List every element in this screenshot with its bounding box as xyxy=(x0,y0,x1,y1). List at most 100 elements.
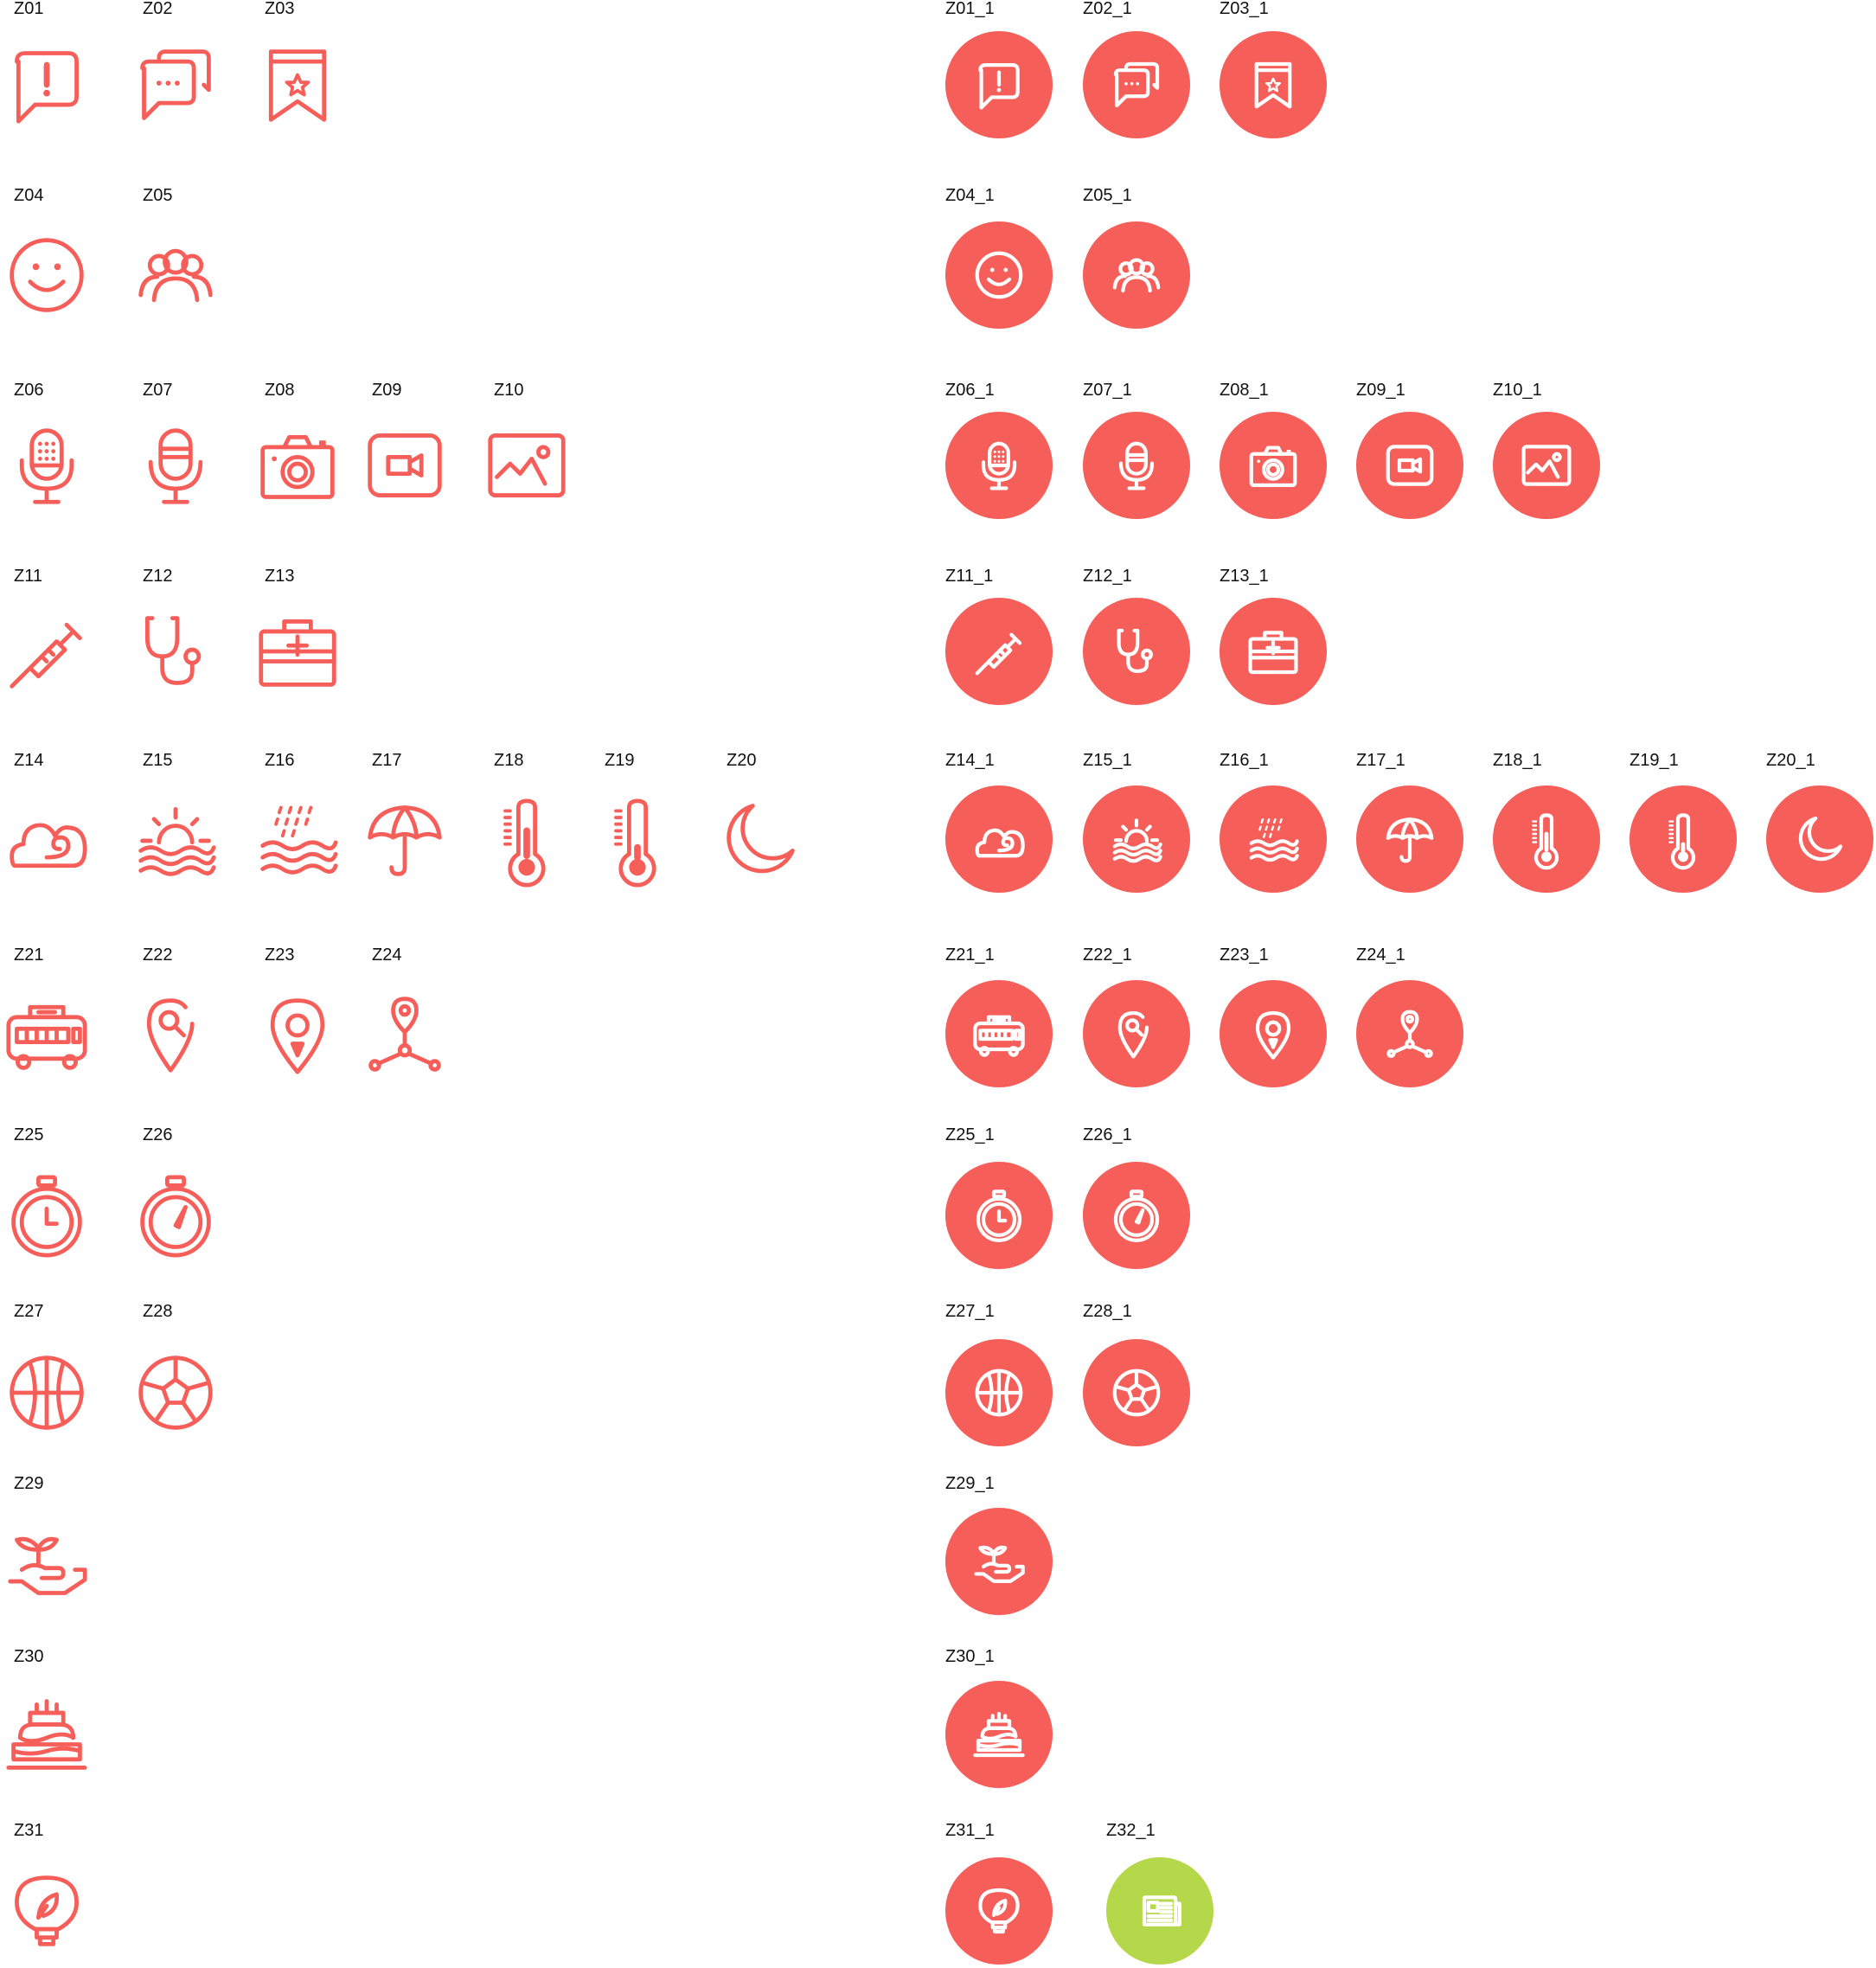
icon-label: Z05_1 xyxy=(1083,186,1132,205)
stopwatch-clock-icon xyxy=(11,1175,82,1258)
icon-label: Z31 xyxy=(14,1821,44,1840)
location-network-icon xyxy=(368,997,441,1072)
icon-label: Z17_1 xyxy=(1356,751,1405,770)
icon-label: Z15_1 xyxy=(1083,751,1132,770)
icon-label: Z18_1 xyxy=(1493,751,1542,770)
icon-label: Z29_1 xyxy=(945,1474,995,1493)
location-pin-icon xyxy=(270,998,325,1074)
rain-waves-icon xyxy=(260,805,338,875)
icon-label: Z21_1 xyxy=(945,946,995,965)
user-group-icon xyxy=(1082,221,1191,330)
first-aid-kit-icon xyxy=(259,619,336,687)
basketball-icon xyxy=(10,1356,84,1430)
icon-label: Z04_1 xyxy=(945,186,995,205)
icon-label: Z27_1 xyxy=(945,1302,995,1321)
eco-bulb-icon xyxy=(944,1856,1053,1965)
location-pin-icon xyxy=(1219,979,1328,1088)
icon-label: Z11_1 xyxy=(945,567,994,586)
syringe-icon xyxy=(944,597,1053,706)
icon-label: Z10 xyxy=(494,381,524,400)
icon-label: Z02 xyxy=(143,0,173,18)
soccer-ball-icon xyxy=(1082,1338,1191,1447)
icon-label: Z23 xyxy=(265,946,295,965)
sunrise-waves-icon xyxy=(138,807,216,876)
crescent-moon-icon xyxy=(727,804,795,874)
icon-label: Z20 xyxy=(727,751,757,770)
stethoscope-icon xyxy=(144,616,202,685)
icon-label: Z11 xyxy=(14,567,42,586)
bookmark-star-icon xyxy=(1219,30,1328,139)
thermometer-high-icon xyxy=(1492,785,1601,894)
umbrella-icon xyxy=(1355,785,1464,894)
location-network-icon xyxy=(1355,979,1464,1088)
smiley-face-icon xyxy=(944,221,1053,330)
icon-label: Z14 xyxy=(14,751,44,770)
umbrella-icon xyxy=(368,805,442,876)
icon-label: Z13_1 xyxy=(1220,567,1269,586)
bookmark-star-icon xyxy=(268,49,327,122)
chat-bubbles-icon xyxy=(140,49,211,120)
icon-label: Z10_1 xyxy=(1493,381,1542,400)
icon-label: Z19_1 xyxy=(1629,751,1679,770)
icon-label: Z04 xyxy=(14,186,44,205)
icon-label: Z09 xyxy=(372,381,402,400)
icon-label: Z22 xyxy=(143,946,173,965)
icon-label: Z14_1 xyxy=(945,751,995,770)
icon-label: Z06 xyxy=(14,381,44,400)
smiley-face-icon xyxy=(10,238,84,312)
wind-cloud-icon xyxy=(10,823,87,869)
icon-label: Z16_1 xyxy=(1220,751,1269,770)
icon-label: Z26 xyxy=(143,1125,173,1144)
camera-icon xyxy=(260,434,335,499)
basketball-icon xyxy=(944,1338,1053,1447)
picture-icon xyxy=(488,433,566,497)
icon-label: Z09_1 xyxy=(1356,381,1405,400)
icon-label: Z02_1 xyxy=(1083,0,1132,18)
icon-label: Z20_1 xyxy=(1766,751,1815,770)
icon-label: Z05 xyxy=(143,186,173,205)
icon-label: Z22_1 xyxy=(1083,946,1132,965)
microphone-icon xyxy=(1082,411,1191,520)
camera-icon xyxy=(1219,411,1328,520)
icon-label: Z01 xyxy=(14,0,44,18)
icon-label: Z26_1 xyxy=(1083,1125,1132,1144)
icon-label: Z30_1 xyxy=(945,1647,995,1666)
icon-label: Z27 xyxy=(14,1302,44,1321)
location-search-icon xyxy=(1082,979,1191,1088)
icon-label: Z19 xyxy=(605,751,635,770)
location-search-icon xyxy=(146,998,195,1073)
icon-label: Z17 xyxy=(372,751,402,770)
hand-sprout-icon xyxy=(944,1507,1053,1616)
hand-sprout-icon xyxy=(8,1536,87,1595)
icon-label: Z07 xyxy=(143,381,173,400)
sunrise-waves-icon xyxy=(1082,785,1191,894)
alert-speech-bubble-icon xyxy=(15,51,79,124)
icon-label: Z18 xyxy=(494,751,524,770)
icon-label: Z31_1 xyxy=(945,1821,995,1840)
icon-label: Z12_1 xyxy=(1083,567,1132,586)
first-aid-kit-icon xyxy=(1219,597,1328,706)
crescent-moon-icon xyxy=(1765,785,1874,894)
icon-label: Z15 xyxy=(143,751,173,770)
microphone-icon xyxy=(148,428,203,504)
icon-label: Z06_1 xyxy=(945,381,995,400)
icon-label: Z24 xyxy=(372,946,402,965)
icon-label: Z03 xyxy=(265,0,295,18)
icon-label: Z03_1 xyxy=(1220,0,1269,18)
syringe-icon xyxy=(10,622,82,689)
user-group-icon xyxy=(138,248,213,303)
eco-bulb-icon xyxy=(15,1875,79,1946)
icon-label: Z25 xyxy=(14,1125,44,1144)
icon-label: Z21 xyxy=(14,946,44,965)
thermometer-low-icon xyxy=(1629,785,1738,894)
studio-microphone-icon xyxy=(19,428,74,504)
icon-label: Z07_1 xyxy=(1083,381,1132,400)
icon-label: Z25_1 xyxy=(945,1125,995,1144)
video-camera-icon xyxy=(368,433,442,497)
thermometer-high-icon xyxy=(503,798,546,888)
icon-label: Z23_1 xyxy=(1220,946,1269,965)
icon-label: Z01_1 xyxy=(945,0,995,18)
newspaper-icon xyxy=(1105,1856,1214,1965)
picture-icon xyxy=(1492,411,1601,520)
birthday-cake-icon xyxy=(6,1699,87,1770)
